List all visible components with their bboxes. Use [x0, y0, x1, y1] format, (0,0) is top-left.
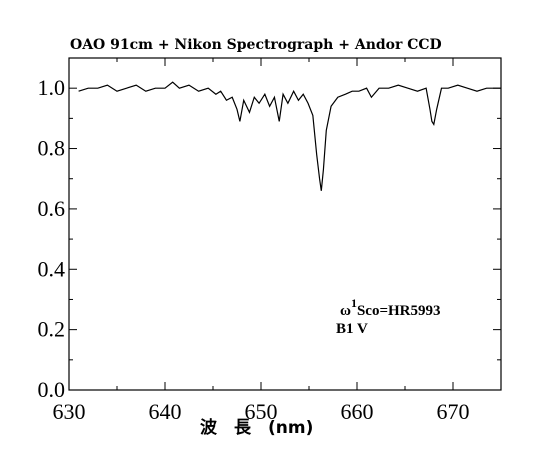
x-tick-label: 660 [341, 399, 374, 424]
spectrum-line [78, 81, 501, 191]
x-tick-label: 640 [149, 399, 182, 424]
plot-frame [68, 57, 502, 391]
chart-title: OAO 91cm + Nikon Spectrograph + Andor CC… [70, 37, 442, 53]
star-annotation: ω1Sco=HR5993 [340, 296, 441, 319]
y-tick-label: 0.2 [38, 317, 66, 342]
y-tick-label: 0.8 [38, 136, 66, 161]
y-tick-label: 0.6 [38, 196, 66, 221]
x-axis-label: 波 長 (nm) [200, 417, 313, 438]
star-superscript: 1 [351, 296, 357, 310]
y-tick-label: 0.4 [38, 256, 66, 281]
tick-labels: 630 640 650 660 670 0.0 0.2 0.4 0.6 0.8 1.0 [38, 75, 470, 424]
axis-ticks [68, 58, 501, 391]
star-name: Sco=HR5993 [357, 303, 441, 319]
y-tick-label: 0.0 [38, 377, 66, 402]
x-tick-label: 650 [245, 399, 278, 424]
spectral-type-label: B1 V [336, 321, 368, 337]
star-prefix: ω [340, 303, 351, 319]
x-tick-label: 630 [53, 399, 86, 424]
y-tick-label: 1.0 [38, 75, 66, 100]
x-tick-label: 670 [437, 399, 470, 424]
